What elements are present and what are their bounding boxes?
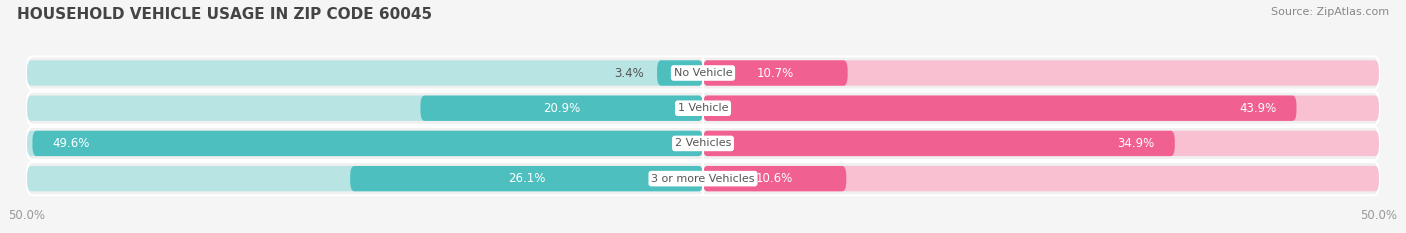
Text: Source: ZipAtlas.com: Source: ZipAtlas.com — [1271, 7, 1389, 17]
FancyBboxPatch shape — [420, 96, 703, 121]
Text: No Vehicle: No Vehicle — [673, 68, 733, 78]
Text: 10.6%: 10.6% — [756, 172, 793, 185]
FancyBboxPatch shape — [703, 96, 1379, 121]
FancyBboxPatch shape — [703, 131, 1379, 156]
FancyBboxPatch shape — [27, 166, 703, 191]
FancyBboxPatch shape — [350, 166, 703, 191]
FancyBboxPatch shape — [32, 131, 703, 156]
Text: 43.9%: 43.9% — [1239, 102, 1277, 115]
FancyBboxPatch shape — [27, 96, 703, 121]
FancyBboxPatch shape — [703, 96, 1296, 121]
Text: HOUSEHOLD VEHICLE USAGE IN ZIP CODE 60045: HOUSEHOLD VEHICLE USAGE IN ZIP CODE 6004… — [17, 7, 432, 22]
FancyBboxPatch shape — [703, 166, 1379, 191]
Text: 10.7%: 10.7% — [756, 66, 794, 79]
FancyBboxPatch shape — [703, 166, 846, 191]
FancyBboxPatch shape — [657, 60, 703, 86]
FancyBboxPatch shape — [27, 127, 1379, 160]
Text: 3.4%: 3.4% — [614, 66, 644, 79]
FancyBboxPatch shape — [27, 56, 1379, 89]
Text: 2 Vehicles: 2 Vehicles — [675, 138, 731, 148]
FancyBboxPatch shape — [703, 60, 848, 86]
FancyBboxPatch shape — [27, 92, 1379, 125]
Text: 49.6%: 49.6% — [52, 137, 90, 150]
FancyBboxPatch shape — [703, 60, 1379, 86]
Text: 3 or more Vehicles: 3 or more Vehicles — [651, 174, 755, 184]
Text: 26.1%: 26.1% — [508, 172, 546, 185]
FancyBboxPatch shape — [27, 162, 1379, 195]
FancyBboxPatch shape — [27, 60, 703, 86]
FancyBboxPatch shape — [27, 131, 703, 156]
FancyBboxPatch shape — [703, 131, 1175, 156]
Text: 34.9%: 34.9% — [1118, 137, 1154, 150]
Text: 20.9%: 20.9% — [543, 102, 581, 115]
Text: 1 Vehicle: 1 Vehicle — [678, 103, 728, 113]
